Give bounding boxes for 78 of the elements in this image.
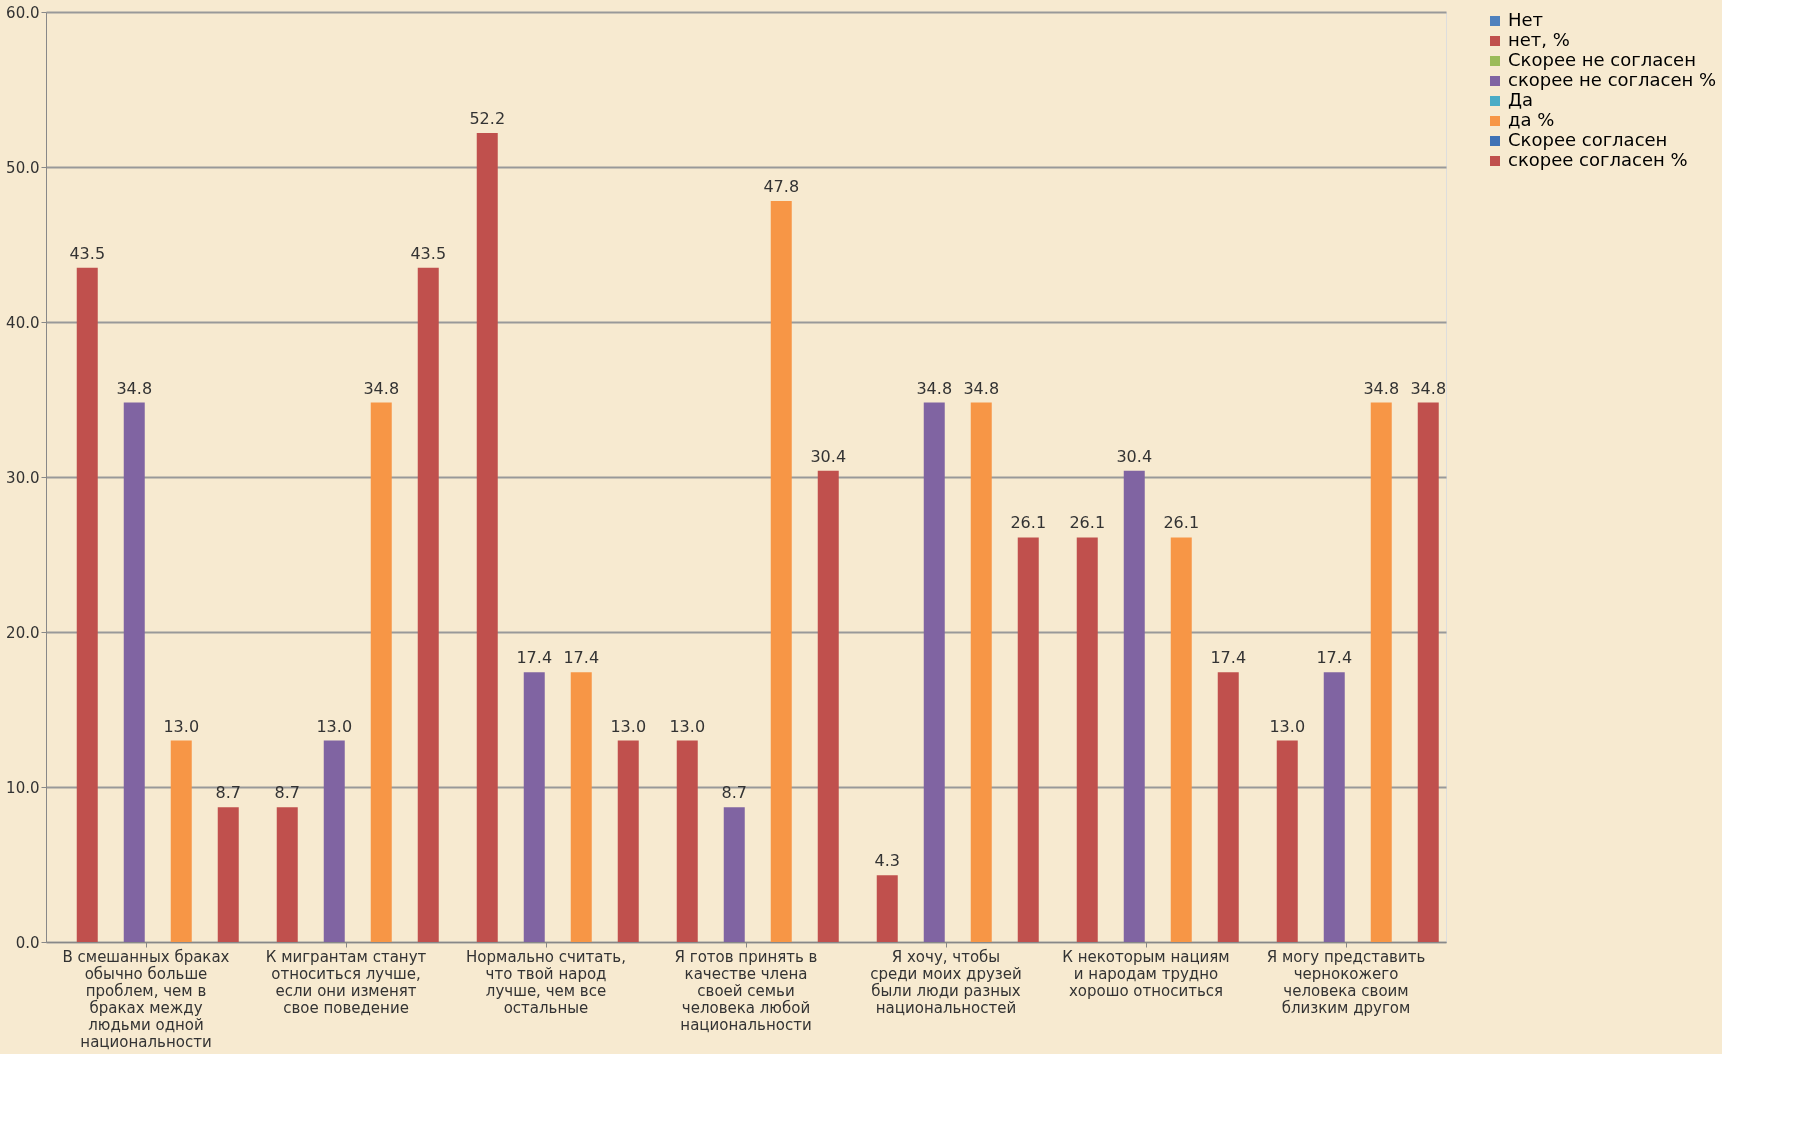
bar	[76, 267, 98, 942]
data-label: 26.1	[1163, 513, 1200, 533]
y-tick-label: 60.0	[6, 3, 40, 22]
bar	[1170, 537, 1192, 942]
bar	[923, 402, 945, 942]
y-tick-label: 50.0	[6, 158, 40, 177]
legend-label: Да	[1508, 89, 1534, 110]
y-tick-label: 20.0	[6, 623, 40, 642]
bar	[123, 402, 145, 942]
x-tick-label: Я готов принять в качестве члена своей семьи человека любой национальности	[674, 947, 818, 1034]
data-label: 17.4	[563, 648, 600, 668]
data-label: 34.8	[363, 378, 400, 398]
data-label: 13.0	[316, 716, 353, 736]
y-tick-label: 0.0	[15, 933, 40, 952]
bar	[617, 740, 639, 942]
data-label: 34.8	[963, 378, 1000, 398]
bar	[217, 807, 239, 942]
x-tick-label: К некоторым нациям и народам трудно хорошо относиться	[1062, 947, 1230, 1000]
bar	[970, 402, 992, 942]
bar	[170, 740, 192, 942]
bar	[570, 672, 592, 942]
bar	[1017, 537, 1039, 942]
bar	[523, 672, 545, 942]
bar	[476, 132, 498, 942]
bar	[370, 402, 392, 942]
legend-label: Скорее не согласен	[1508, 49, 1696, 70]
legend-label: Нет	[1508, 9, 1544, 30]
data-label: 34.8	[1363, 378, 1400, 398]
bar	[876, 875, 898, 942]
x-tick-label: Я могу представить чернокожего человека своим близким другом	[1266, 947, 1426, 1017]
legend-label: скорее не согласен %	[1508, 69, 1717, 90]
bar	[817, 470, 839, 942]
bar	[1323, 672, 1345, 942]
bar	[1123, 470, 1145, 942]
bar	[723, 807, 745, 942]
data-label: 30.4	[1116, 446, 1153, 466]
bar	[770, 201, 792, 942]
x-tick-label: В смешанных браках обычно больше проблем, чем в браках между людьми одной национальности	[62, 947, 230, 1051]
data-label: 34.8	[1410, 378, 1447, 398]
bar	[276, 807, 298, 942]
bar	[1370, 402, 1392, 942]
legend-label: скорее согласен %	[1508, 149, 1688, 170]
data-label: 43.5	[410, 243, 447, 263]
y-tick-label: 30.0	[6, 468, 40, 487]
data-label: 13.0	[1269, 716, 1306, 736]
data-label: 26.1	[1069, 513, 1106, 533]
legend-label: Скорее согласен	[1508, 129, 1668, 150]
bar	[676, 740, 698, 942]
data-label: 8.7	[215, 783, 241, 803]
x-tick-label: Нормально считать, что твой народ лучше, чем все остальные	[466, 947, 626, 1017]
data-label: 8.7	[274, 783, 300, 803]
y-tick-label: 10.0	[6, 778, 40, 797]
data-label: 17.4	[516, 648, 553, 668]
data-label: 13.0	[610, 716, 647, 736]
x-tick-label: Я хочу, чтобы среди моих друзей были люди разных национальностей	[870, 947, 1022, 1017]
data-label: 13.0	[163, 716, 200, 736]
bar	[1276, 740, 1298, 942]
data-label: 52.2	[469, 108, 506, 128]
data-label: 26.1	[1010, 513, 1047, 533]
bar	[1217, 672, 1239, 942]
data-label: 8.7	[721, 783, 747, 803]
bar	[323, 740, 345, 942]
data-label: 4.3	[874, 851, 900, 871]
legend-label: да %	[1508, 109, 1555, 130]
legend-label: нет, %	[1508, 29, 1570, 50]
data-label: 34.8	[916, 378, 953, 398]
data-label: 30.4	[810, 446, 847, 466]
bar	[417, 267, 439, 942]
bar	[1076, 537, 1098, 942]
y-tick-label: 40.0	[6, 313, 40, 332]
data-label: 17.4	[1316, 648, 1353, 668]
data-label: 43.5	[69, 243, 106, 263]
data-label: 47.8	[763, 177, 800, 197]
data-label: 34.8	[116, 378, 153, 398]
data-label: 13.0	[669, 716, 706, 736]
x-tick-label: К мигрантам станут относиться лучше, если они изменят свое поведение	[265, 947, 427, 1017]
data-label: 17.4	[1210, 648, 1247, 668]
bar	[1417, 402, 1439, 942]
